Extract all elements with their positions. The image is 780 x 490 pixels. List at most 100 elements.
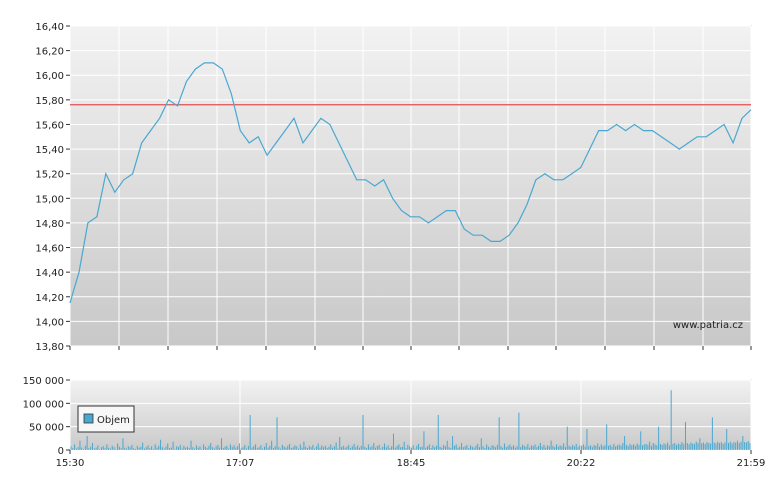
volume-bar (272, 448, 274, 450)
volume-bar (672, 443, 674, 450)
volume-bar (289, 443, 291, 450)
volume-bar (333, 446, 335, 450)
price-y-tick-label: 15,40 (35, 145, 64, 156)
volume-bar (736, 440, 738, 450)
volume-bar (305, 446, 307, 450)
volume-bar (228, 448, 230, 450)
volume-bar (572, 444, 574, 450)
volume-bar (636, 443, 638, 450)
volume-bar (224, 446, 226, 450)
price-x-ticks (69, 346, 752, 350)
volume-bar (650, 445, 652, 450)
volume-bar (154, 444, 156, 450)
volume-bars (70, 390, 751, 450)
volume-bar (115, 449, 117, 450)
volume-bar (92, 443, 93, 450)
price-y-tick-label: 14,80 (35, 219, 64, 230)
volume-bar (84, 445, 86, 450)
volume-bar (296, 446, 298, 450)
volume-bar (226, 445, 228, 450)
volume-bar (676, 444, 678, 450)
price-y-tick-label: 14,60 (35, 244, 64, 255)
volume-bar (258, 447, 260, 450)
volume-bar (222, 448, 224, 450)
volume-bar (491, 445, 493, 450)
volume-bar (556, 444, 558, 450)
volume-bar (604, 445, 606, 450)
volume-bar (518, 412, 520, 450)
volume-bar (444, 446, 446, 450)
volume-bar (174, 449, 176, 450)
volume-bar (468, 448, 470, 450)
volume-bar (108, 447, 110, 450)
volume-bar (701, 443, 703, 450)
volume-bar (665, 444, 667, 450)
volume-bar (697, 443, 699, 450)
volume-bar (550, 440, 552, 450)
volume-bar (231, 447, 233, 450)
volume-bar (747, 441, 749, 450)
volume-bar (81, 447, 83, 450)
volume-bar (97, 445, 99, 450)
volume-bar (357, 445, 359, 450)
volume-bar (649, 441, 651, 450)
volume-bar (693, 443, 695, 450)
volume-bar (276, 417, 278, 450)
volume-bar (645, 443, 647, 450)
volume-bar (507, 445, 509, 450)
volume-bar (160, 439, 162, 450)
volume-bar (654, 444, 656, 450)
volume-bar (634, 445, 636, 450)
volume-bar (427, 446, 429, 450)
volume-bar (237, 446, 239, 450)
volume-bar (530, 445, 532, 450)
x-tick-label: 20:22 (567, 458, 596, 469)
volume-bar (262, 448, 264, 450)
volume-bar (459, 446, 461, 450)
volume-bar (683, 443, 685, 450)
volume-bar (186, 446, 188, 450)
volume-bar (493, 445, 495, 450)
volume-bar (151, 446, 153, 450)
volume-bar (217, 444, 219, 450)
volume-bar (581, 445, 583, 450)
volume-bar (308, 445, 310, 450)
volume-bar (332, 447, 334, 450)
volume-y-tick-label: 0 (58, 446, 64, 457)
volume-bar (401, 446, 403, 450)
volume-bar (455, 444, 457, 450)
volume-bar (398, 444, 400, 450)
volume-bar (324, 445, 326, 450)
volume-bar (376, 445, 378, 450)
volume-bar (145, 447, 147, 450)
volume-bar (247, 445, 249, 450)
volume-bar (471, 446, 473, 450)
volume-bar (99, 449, 101, 450)
volume-bar (511, 446, 513, 450)
price-y-tick-label: 14,00 (35, 317, 64, 328)
volume-bar (394, 447, 396, 450)
volume-bar (679, 444, 681, 450)
volume-bar (708, 443, 710, 450)
x-tick-label: 15:30 (56, 458, 85, 469)
volume-bar (79, 440, 81, 450)
volume-bar (135, 449, 136, 450)
volume-bar (681, 442, 683, 450)
volume-bar (152, 449, 154, 450)
volume-bar (235, 447, 237, 450)
volume-bar (349, 448, 351, 450)
price-panel: 16,40 16,20 16,00 15,80 15,60 15,40 15,20 15,00… (35, 22, 752, 353)
volume-bar (384, 443, 386, 450)
volume-bar (731, 443, 733, 450)
volume-bar (172, 441, 174, 450)
volume-bar (74, 444, 76, 450)
volume-bar (337, 448, 339, 450)
volume-bar (113, 447, 115, 450)
volume-bar (593, 444, 595, 450)
volume-bar (557, 446, 559, 450)
volume-bar (627, 446, 629, 450)
volume-bar (631, 445, 633, 450)
volume-bar (285, 447, 287, 450)
volume-bar (629, 443, 631, 450)
watermark: www.patria.cz (673, 320, 743, 331)
